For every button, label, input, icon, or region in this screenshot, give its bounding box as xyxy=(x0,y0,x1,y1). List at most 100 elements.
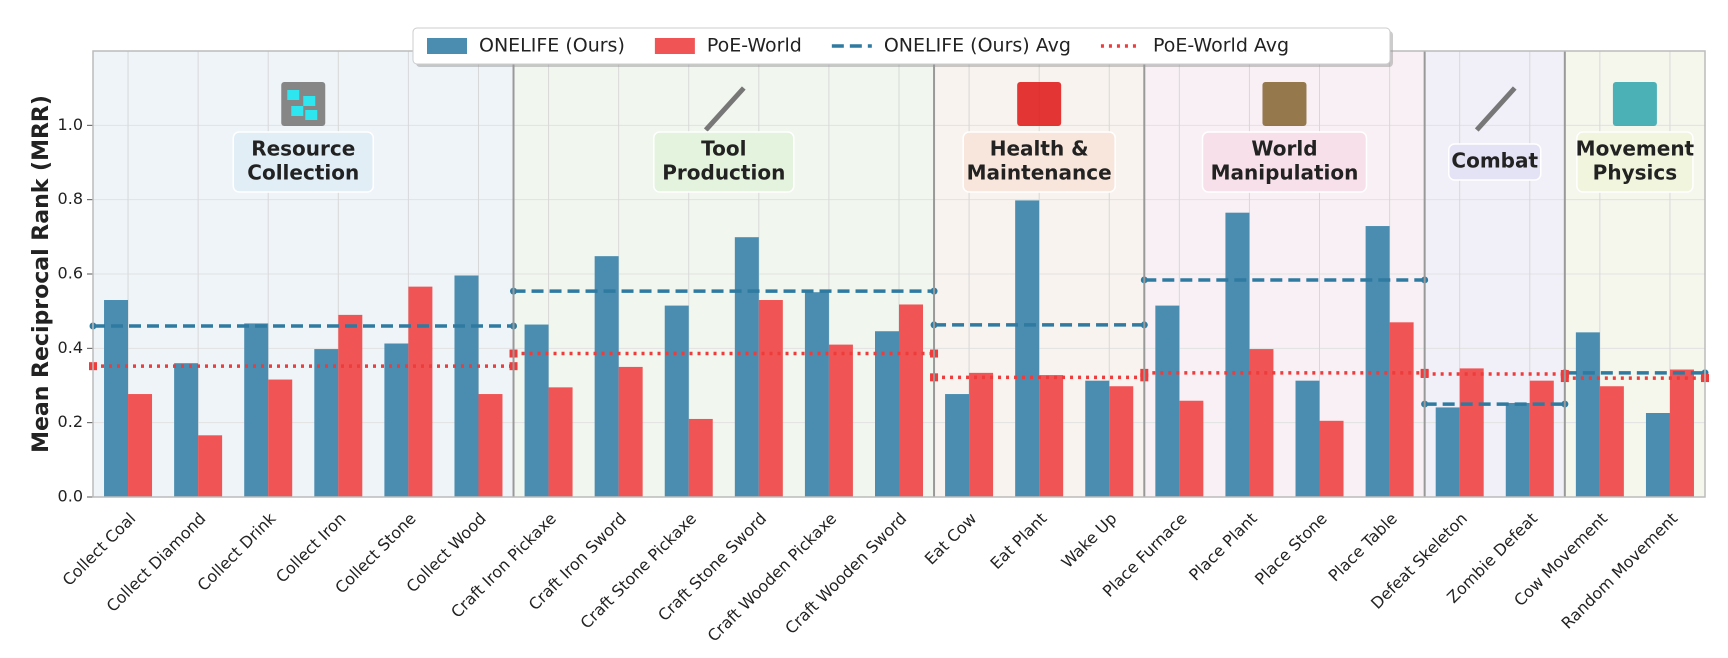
x-tick-label: Craft Stone Pickaxe xyxy=(577,509,701,633)
bar xyxy=(758,300,783,497)
icon-gem xyxy=(287,90,300,100)
icon-gem xyxy=(303,96,316,106)
group-label-box xyxy=(1576,131,1694,193)
bar xyxy=(1295,380,1320,497)
legend-label: PoE-World xyxy=(707,35,802,57)
bar xyxy=(1669,369,1694,497)
bar xyxy=(969,372,994,497)
bar xyxy=(1645,413,1670,497)
y-tick-label: 0.0 xyxy=(58,487,83,506)
group-icon xyxy=(1474,86,1517,132)
bar xyxy=(548,387,573,497)
bar xyxy=(104,300,129,497)
group-label-box xyxy=(1201,131,1368,193)
y-tick-label: 0.8 xyxy=(58,189,83,208)
bar xyxy=(1319,420,1344,497)
y-axis-title: Mean Reciprocal Rank (MRR) xyxy=(29,95,54,453)
x-tick-label: Wake Up xyxy=(1058,509,1121,572)
x-tick-label: Place Table xyxy=(1325,509,1401,585)
group-icon xyxy=(1262,82,1307,126)
bar xyxy=(384,343,409,497)
legend: ONELIFE (Ours) PoE-World ONELIFE (Ours) Av… xyxy=(412,27,1393,67)
bar xyxy=(1225,212,1250,498)
bar xyxy=(1015,200,1040,497)
group-label: Tool xyxy=(701,137,746,161)
legend-label: ONELIFE (Ours) xyxy=(479,35,625,57)
group-icon xyxy=(281,82,326,126)
group-label: World xyxy=(1251,137,1317,161)
bar xyxy=(1435,407,1460,497)
y-tick-label: 0.4 xyxy=(58,338,83,357)
group-label: Movement xyxy=(1576,137,1695,161)
icon-gem xyxy=(305,110,318,120)
bar xyxy=(478,394,503,497)
x-tick-label: Craft Wooden Sword xyxy=(781,509,910,638)
bar xyxy=(454,275,479,497)
bar xyxy=(1365,226,1390,497)
bar xyxy=(1529,380,1554,497)
bar xyxy=(828,344,853,497)
icon-gem xyxy=(291,106,304,116)
x-tick-label: Collect Iron xyxy=(272,509,350,587)
bar xyxy=(1389,322,1414,497)
group-label: Combat xyxy=(1451,149,1538,173)
group-icon xyxy=(703,86,746,132)
bar xyxy=(198,435,223,497)
legend-box xyxy=(412,27,1391,65)
group-icon xyxy=(1612,82,1657,126)
icon-tile xyxy=(1017,82,1062,126)
legend-swatch xyxy=(427,38,467,54)
group-label: Manipulation xyxy=(1211,161,1359,185)
bar xyxy=(338,314,363,497)
bar xyxy=(594,256,619,497)
bar xyxy=(664,305,689,497)
bar xyxy=(408,286,433,497)
group-label: Health & xyxy=(990,137,1089,161)
legend-label: ONELIFE (Ours) Avg xyxy=(884,35,1071,57)
bar xyxy=(128,394,153,497)
legend-swatch xyxy=(654,38,695,54)
y-tick-label: 0.2 xyxy=(58,412,83,431)
bar xyxy=(1039,375,1064,497)
bar xyxy=(244,323,269,497)
bar xyxy=(1505,402,1530,497)
group-label-box xyxy=(653,131,795,193)
bar xyxy=(734,237,759,497)
icon-tool xyxy=(1474,86,1517,132)
y-tick-label: 1.0 xyxy=(58,115,83,134)
group-label: Production xyxy=(662,161,785,185)
group-label: Maintenance xyxy=(967,161,1112,185)
bar xyxy=(875,331,899,497)
x-tick-label: Place Stone xyxy=(1251,509,1331,589)
bar xyxy=(268,379,293,497)
bar xyxy=(1599,386,1624,497)
x-tick-label: Eat Cow xyxy=(921,509,981,569)
icon-tool xyxy=(703,86,746,132)
bar xyxy=(524,324,549,497)
x-tick-label: Craft Wooden Pickaxe xyxy=(704,509,841,646)
group-icon xyxy=(1017,82,1062,126)
group-label-box xyxy=(962,131,1116,193)
bar xyxy=(688,418,713,497)
bar xyxy=(618,366,643,497)
bar xyxy=(1179,400,1204,497)
icon-tile xyxy=(1262,82,1307,126)
y-tick-label: 0.6 xyxy=(58,264,83,283)
legend-label: PoE-World Avg xyxy=(1153,35,1289,57)
bar xyxy=(1155,305,1180,497)
group-label: Physics xyxy=(1593,161,1677,185)
bar xyxy=(1459,368,1484,497)
group-label-box xyxy=(1447,143,1542,181)
bar xyxy=(314,349,339,497)
bar xyxy=(1575,332,1600,497)
bar xyxy=(174,363,199,497)
bar xyxy=(899,304,923,497)
group-label: Resource xyxy=(251,137,355,161)
x-tick-label: Eat Plant xyxy=(986,509,1050,573)
bar xyxy=(1249,349,1274,497)
icon-tile xyxy=(1612,82,1657,126)
bar xyxy=(1109,386,1134,497)
